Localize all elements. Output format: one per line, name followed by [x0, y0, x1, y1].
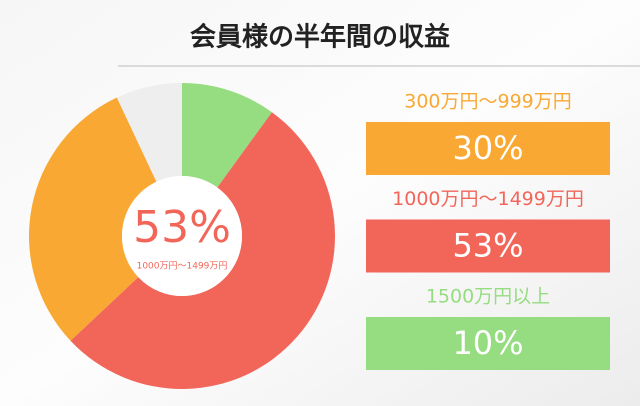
donut: 53% 1000万円〜1499万円 [28, 83, 335, 389]
center-category: 1000万円〜1499万円 [137, 261, 228, 272]
legend-panels: 300万円〜999万円 30% 1000万円〜1499万円 53% 1500万円以上 10… [366, 91, 610, 370]
panel-label: 1000万円〜1499万円 [392, 188, 584, 210]
panel-value: 30% [452, 129, 523, 167]
panel-box [366, 122, 610, 175]
donut-segment [116, 83, 182, 182]
donut-hole [122, 176, 242, 296]
panel-box [366, 219, 610, 273]
panel-label: 1500万円以上 [426, 286, 550, 308]
panel-value: 10% [452, 324, 523, 362]
donut-segment [182, 83, 272, 188]
center-value: 53% [133, 202, 231, 253]
chart-title: 会員様の半年間の収益 [190, 22, 450, 53]
panel-value: 53% [452, 227, 523, 265]
panel-box [366, 317, 610, 370]
donut-segment [28, 97, 157, 341]
donut-segment [70, 112, 335, 389]
panel-label: 300万円〜999万円 [404, 91, 572, 113]
